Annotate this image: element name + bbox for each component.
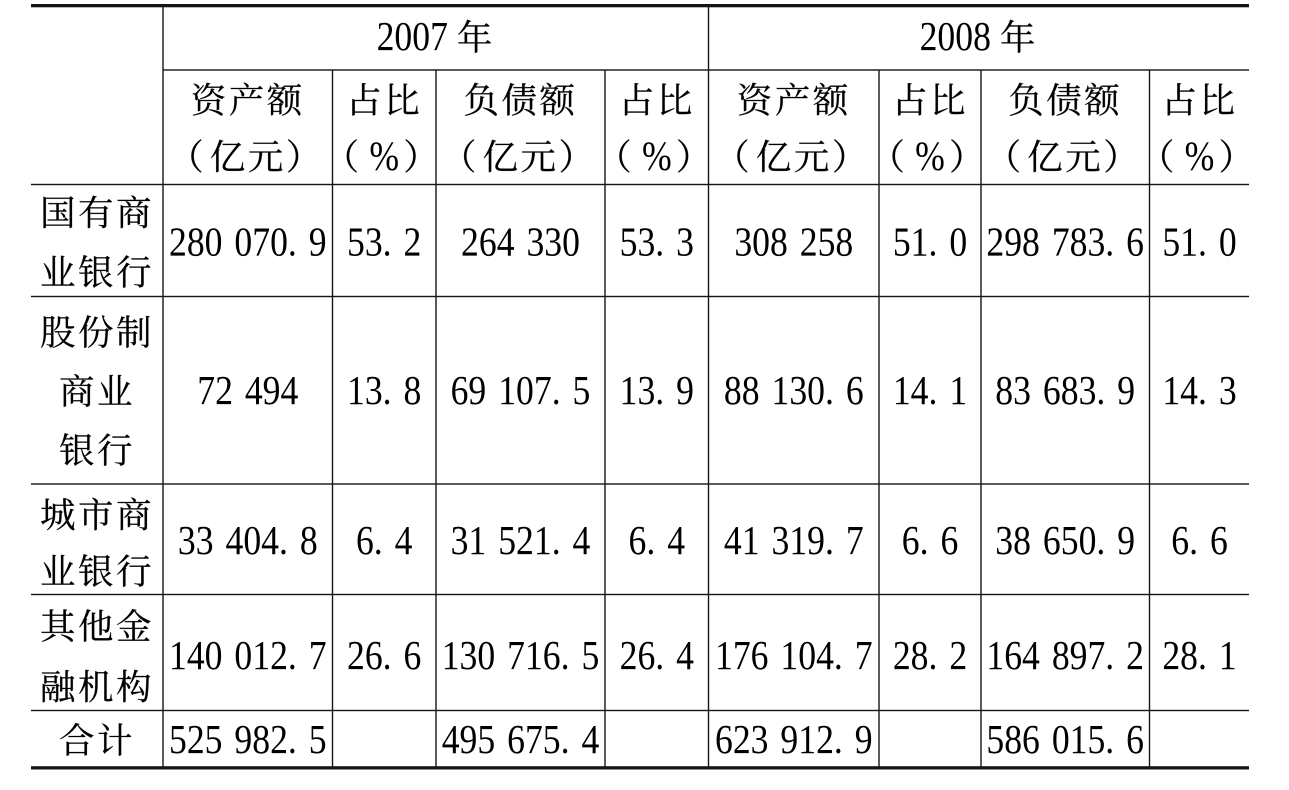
svg-text:13. 8: 13. 8	[347, 369, 421, 414]
svg-text:130 716. 5: 130 716. 5	[442, 634, 600, 679]
svg-text:495 675. 4: 495 675. 4	[442, 718, 600, 763]
svg-text:14. 3: 14. 3	[1162, 369, 1236, 414]
svg-text:38 650. 9: 38 650. 9	[995, 519, 1135, 564]
svg-text:164 897. 2: 164 897. 2	[986, 634, 1144, 679]
svg-text:%: %	[1185, 134, 1215, 179]
svg-text:53. 3: 53. 3	[620, 220, 694, 265]
svg-text:41 319. 7: 41 319. 7	[724, 519, 864, 564]
svg-text:31 521. 4: 31 521. 4	[451, 519, 591, 564]
svg-text:2008: 2008	[920, 15, 1003, 60]
svg-text:586 015. 6: 586 015. 6	[986, 718, 1144, 763]
svg-text:264 330: 264 330	[461, 220, 580, 265]
svg-text:6. 4: 6. 4	[356, 519, 413, 564]
svg-text:72 494: 72 494	[197, 369, 298, 414]
svg-text:14. 1: 14. 1	[893, 369, 967, 414]
svg-text:525 982. 5: 525 982. 5	[169, 718, 327, 763]
svg-text:13. 9: 13. 9	[620, 369, 694, 414]
svg-text:69 107. 5: 69 107. 5	[451, 369, 591, 414]
svg-text:28. 1: 28. 1	[1162, 634, 1236, 679]
svg-text:2007: 2007	[377, 15, 460, 60]
svg-text:53. 2: 53. 2	[347, 220, 421, 265]
svg-text:176 104. 7: 176 104. 7	[715, 634, 873, 679]
svg-text:51. 0: 51. 0	[1162, 220, 1236, 265]
svg-text:83 683. 9: 83 683. 9	[995, 369, 1135, 414]
svg-text:6. 4: 6. 4	[629, 519, 686, 564]
svg-text:623 912. 9: 623 912. 9	[715, 718, 873, 763]
svg-text:6. 6: 6. 6	[902, 519, 959, 564]
svg-text:308 258: 308 258	[734, 220, 853, 265]
svg-text:26. 4: 26. 4	[620, 634, 694, 679]
svg-text:51. 0: 51. 0	[893, 220, 967, 265]
svg-text:28. 2: 28. 2	[893, 634, 967, 679]
svg-text:%: %	[369, 134, 399, 179]
svg-text:280 070. 9: 280 070. 9	[169, 220, 327, 265]
svg-text:88 130. 6: 88 130. 6	[724, 369, 864, 414]
svg-text:%: %	[915, 134, 945, 179]
svg-text:26. 6: 26. 6	[347, 634, 421, 679]
svg-text:298 783. 6: 298 783. 6	[986, 220, 1144, 265]
svg-text:140 012. 7: 140 012. 7	[169, 634, 327, 679]
svg-text:%: %	[642, 134, 672, 179]
svg-text:33 404. 8: 33 404. 8	[178, 519, 318, 564]
svg-text:6. 6: 6. 6	[1171, 519, 1228, 564]
